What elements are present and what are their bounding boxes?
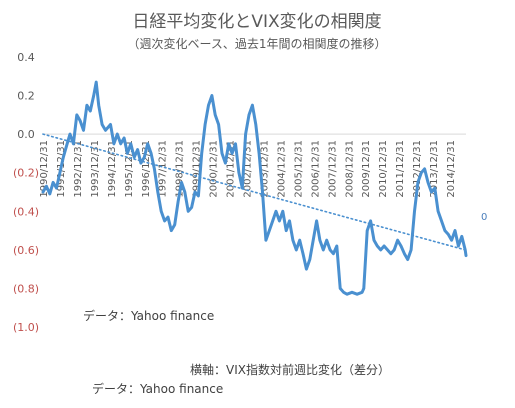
x-tick-label: 2002/12/31	[243, 140, 254, 198]
x-tick-label: 2010/12/31	[378, 140, 389, 198]
x-tick-label: 2008/12/31	[344, 140, 355, 198]
plot-area	[41, 80, 468, 296]
x-tick-label: 2000/12/31	[209, 140, 220, 198]
x-tick-label: 1994/12/31	[107, 140, 118, 198]
x-axis-note: 横軸：VIX指数対前週比変化（差分）	[190, 362, 390, 377]
y-tick-label: 0.4	[17, 51, 35, 64]
x-tick-label: 1990/12/31	[39, 140, 50, 198]
y-tick-label: 0.0	[17, 128, 35, 141]
x-tick-label: 1993/12/31	[90, 140, 101, 198]
x-axis: 1990/12/31 1991/12/31 1992/12/31 1993/12/31…	[39, 133, 466, 198]
x-tick-label: 2006/12/31	[310, 140, 321, 198]
y-tick-label: (0.8)	[13, 282, 39, 295]
chart-subtitle: （週次変化ベース、過去1年間の相関度の推移）	[127, 36, 386, 51]
source-note: データ：Yahoo finance	[92, 381, 223, 396]
x-tick-label: 2001/12/31	[226, 140, 237, 198]
x-tick-label: 2014/12/31	[446, 140, 457, 198]
y-tick-label: (1.0)	[13, 321, 39, 334]
x-tick-label: 1999/12/31	[192, 140, 203, 198]
x-tick-label: 1998/12/31	[175, 140, 186, 198]
y-tick-label: (0.4)	[13, 205, 39, 218]
x-tick-label: 2009/12/31	[361, 140, 372, 198]
x-tick-label: 1996/12/31	[141, 140, 152, 198]
side-zero-label: 0	[481, 212, 487, 223]
x-tick-label: 2003/12/31	[259, 140, 270, 198]
x-tick-label: 2005/12/31	[293, 140, 304, 198]
y-tick-label: 0.2	[17, 90, 35, 103]
y-axis: 0.4 0.2 0.0 (0.2) (0.4) (0.6) (0.8) (1.0)	[13, 51, 39, 334]
y-tick-label: (0.6)	[13, 244, 39, 257]
x-tick-label: 1997/12/31	[158, 140, 169, 198]
x-tick-label: 2007/12/31	[327, 140, 338, 198]
trend-line	[42, 133, 466, 251]
x-tick-label: 2004/12/31	[276, 140, 287, 198]
inner-source-note: データ：Yahoo finance	[83, 308, 214, 323]
chart-title: 日経平均変化とVIX変化の相関度	[132, 12, 381, 32]
x-tick-label: 1995/12/31	[124, 140, 135, 198]
x-tick-label: 1992/12/31	[73, 140, 84, 198]
correlation-series-line	[41, 80, 468, 296]
x-tick-label: 2012/12/31	[412, 140, 423, 198]
x-tick-label: 2011/12/31	[395, 140, 406, 198]
x-tick-label: 2013/12/31	[429, 140, 440, 198]
y-tick-label: (0.2)	[13, 167, 39, 180]
